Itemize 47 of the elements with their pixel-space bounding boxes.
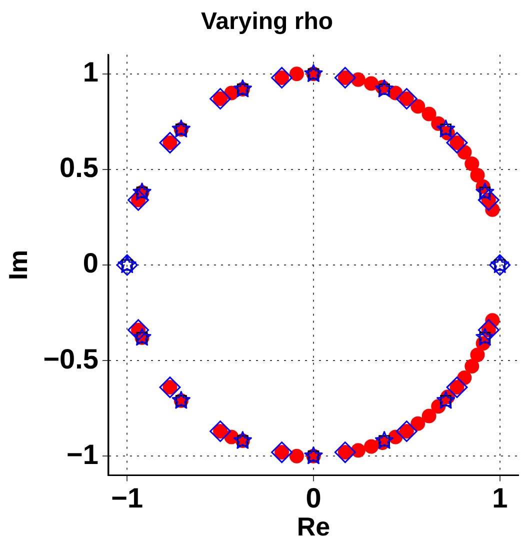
- point: [350, 443, 366, 458]
- y-tick-label: 0.5: [60, 152, 98, 184]
- point: [334, 66, 356, 88]
- x-axis-title: Re: [296, 512, 330, 542]
- x-tick-label: 0: [306, 482, 322, 514]
- y-tick-label: 0: [82, 248, 98, 279]
- point: [334, 442, 356, 464]
- point: [128, 189, 150, 211]
- point: [470, 348, 485, 362]
- x-tick-label: 1: [492, 482, 508, 514]
- y-tick-label: 1: [82, 56, 98, 88]
- point: [271, 442, 293, 464]
- point: [446, 376, 468, 398]
- point: [464, 156, 480, 171]
- point: [364, 76, 379, 91]
- point: [457, 370, 472, 385]
- point: [422, 408, 436, 424]
- point: [375, 431, 394, 449]
- point: [289, 448, 304, 464]
- point: [159, 376, 181, 398]
- point: [470, 168, 485, 182]
- point: [159, 132, 181, 154]
- point: [271, 66, 293, 88]
- point: [410, 99, 426, 114]
- point: [396, 420, 418, 442]
- point: [436, 120, 456, 138]
- point: [464, 359, 480, 374]
- point: [446, 132, 468, 154]
- y-tick-label: −1: [66, 438, 98, 470]
- point: [422, 106, 436, 122]
- y-axis-title: Im: [2, 250, 33, 280]
- point: [457, 145, 472, 160]
- chart-title: Varying rho: [200, 8, 334, 36]
- point: [364, 439, 379, 454]
- point: [289, 66, 304, 82]
- point: [128, 319, 150, 341]
- point: [396, 88, 418, 110]
- point: [210, 88, 232, 110]
- point: [410, 416, 426, 431]
- y-tick-label: −0.5: [43, 343, 98, 374]
- point: [478, 319, 500, 341]
- point: [478, 189, 500, 211]
- point: [350, 72, 366, 87]
- point: [375, 79, 394, 98]
- point: [210, 420, 232, 442]
- x-tick-label: −1: [111, 482, 144, 514]
- point: [436, 390, 456, 409]
